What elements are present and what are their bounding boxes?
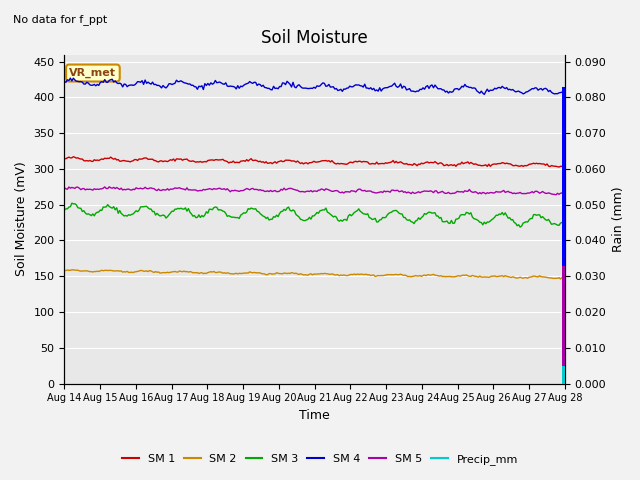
Legend: SM 1, SM 2, SM 3, SM 4, SM 5, Precip_mm: SM 1, SM 2, SM 3, SM 4, SM 5, Precip_mm: [118, 450, 522, 469]
Bar: [563, 87, 568, 384]
Bar: [563, 265, 568, 384]
Text: No data for f_ppt: No data for f_ppt: [13, 14, 107, 25]
Title: Soil Moisture: Soil Moisture: [261, 29, 368, 48]
Y-axis label: Soil Moisture (mV): Soil Moisture (mV): [15, 162, 28, 276]
Bar: [563, 305, 568, 384]
Y-axis label: Rain (mm): Rain (mm): [612, 186, 625, 252]
Text: VR_met: VR_met: [69, 68, 116, 78]
Bar: [563, 366, 568, 384]
X-axis label: Time: Time: [300, 409, 330, 422]
